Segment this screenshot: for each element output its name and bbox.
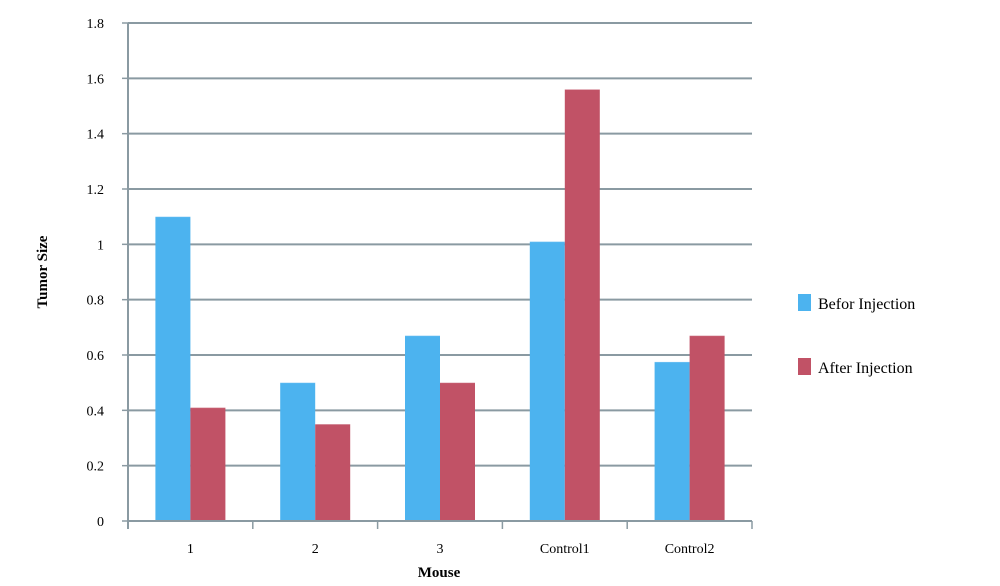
legend-swatch-befor-injection [798,294,811,311]
tick-labels: 0 0.2 0.4 0.6 0.8 1 1.2 1.4 1.6 1.8 1 2 3 Control1 Con… [87,17,715,557]
bar-after-injection-control1 [564,89,600,522]
x-tick-label: 3 [437,542,444,557]
legend-swatch-after-injection [798,358,811,375]
y-tick-label: 0.2 [87,460,105,475]
bars [155,88,725,522]
legend-label-befor-injection: Befor Injection [818,296,915,313]
bar-after-injection-3 [440,382,475,521]
y-tick-label: 1.4 [87,128,105,143]
y-tick-label: 1.6 [87,72,105,87]
x-tick-label: Control2 [665,542,715,557]
y-tick-label: 0.4 [87,404,105,419]
x-tick-label: 1 [187,542,194,557]
bar-befor-injection-1 [155,216,191,521]
bar-after-injection-2 [315,424,351,521]
legend: Befor Injection After Injection [798,294,915,377]
bar-befor-injection-control2 [654,361,690,521]
axes [122,22,753,529]
y-tick-label: 0 [97,515,104,530]
x-tick-label: Control1 [540,542,590,557]
bar-befor-injection-3 [405,335,440,521]
bar-befor-injection-2 [280,382,316,521]
legend-label-after-injection: After Injection [818,360,913,377]
y-tick-label: 0.6 [87,349,105,364]
y-tick-label: 0.8 [87,294,105,309]
y-tick-label: 1 [97,238,104,253]
bar-befor-injection-control1 [529,241,565,522]
gridlines [128,22,752,467]
x-axis-title: Mouse [418,565,461,581]
bar-after-injection-1 [190,407,226,521]
y-tick-label: 1.2 [87,183,105,198]
y-axis-title: Tumor Size [35,235,51,308]
bar-after-injection-control2 [689,335,725,521]
y-tick-label: 1.8 [87,17,105,32]
x-tick-label: 2 [312,542,319,557]
